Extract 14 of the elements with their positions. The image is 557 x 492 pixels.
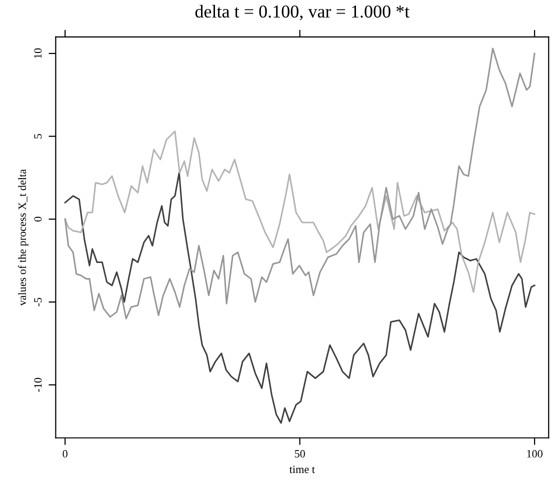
y-tick-label: 0	[34, 216, 42, 222]
x-tick-label: 0	[62, 450, 68, 458]
y-tick-label: -10	[34, 378, 42, 392]
y-tick-label: -5	[34, 298, 42, 306]
line-series	[64, 172, 536, 424]
x-tick-label: 100	[527, 450, 542, 458]
x-axis-title: time t	[289, 466, 315, 474]
y-axis-title: values of the process X_t delta	[18, 169, 28, 306]
x-tick-label: 50	[294, 450, 305, 458]
y-tick-label: 5	[34, 134, 42, 138]
line-series	[64, 130, 536, 293]
chart-title: delta t = 0.100, var = 1.000 *t	[195, 4, 410, 20]
line-series	[64, 48, 536, 320]
y-tick-label: 10	[34, 48, 42, 58]
